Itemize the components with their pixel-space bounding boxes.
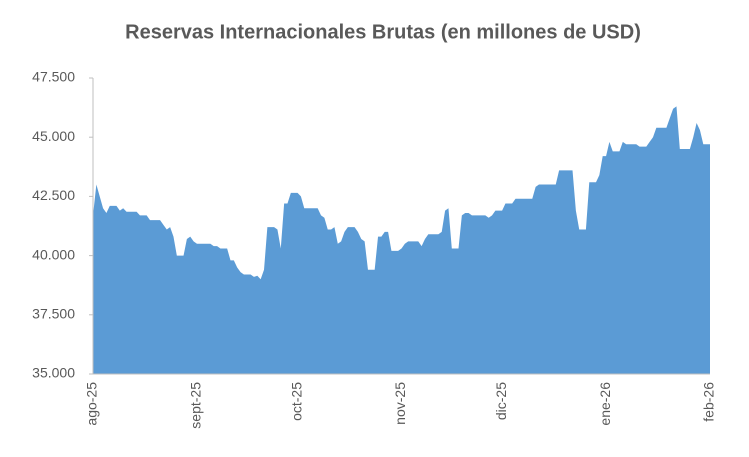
y-tick-label: 47.500 — [32, 69, 75, 85]
y-tick-label: 35.000 — [32, 365, 75, 381]
y-tick-label: 45.000 — [32, 128, 75, 144]
x-tick-label: oct-25 — [288, 382, 304, 421]
x-tick-label: feb-26 — [701, 382, 717, 422]
chart-title: Reservas Internacionales Brutas (en mill… — [125, 21, 641, 43]
x-tick-label: nov-25 — [392, 382, 408, 425]
x-tick-label: dic-25 — [493, 382, 509, 420]
area — [93, 106, 710, 374]
x-tick-label: sept-25 — [188, 382, 204, 429]
y-tick-label: 37.500 — [32, 306, 75, 322]
y-tick-label: 40.000 — [32, 246, 75, 262]
x-tick-label: ene-26 — [597, 382, 613, 426]
y-tick-label: 42.500 — [32, 187, 75, 203]
x-tick-label: ago-25 — [84, 382, 100, 426]
